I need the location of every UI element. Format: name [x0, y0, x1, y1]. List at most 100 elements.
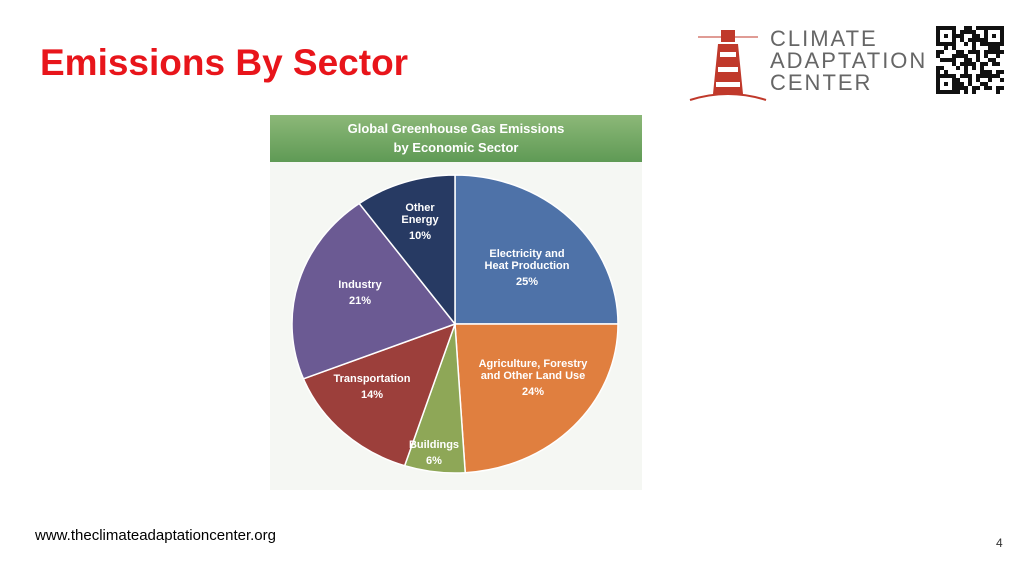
qr-cell [992, 26, 996, 30]
footer-url: www.theclimateadaptationcenter.org [35, 527, 276, 544]
qr-cell [968, 58, 972, 62]
qr-cell [948, 90, 952, 94]
qr-cell [936, 74, 940, 78]
qr-cell [972, 34, 976, 38]
qr-cell [972, 38, 976, 42]
qr-cell [976, 78, 980, 82]
qr-cell [992, 42, 996, 46]
qr-cell [944, 26, 948, 30]
qr-cell [948, 58, 952, 62]
qr-cell [948, 26, 952, 30]
qr-cell [1000, 42, 1004, 46]
qr-cell [960, 54, 964, 58]
qr-cell [952, 78, 956, 82]
qr-cell [988, 78, 992, 82]
value-label: 21% [348, 295, 372, 307]
pie-slice [454, 174, 619, 325]
qr-cell [972, 62, 976, 66]
pie-slice [302, 322, 457, 467]
page-number: 4 [996, 536, 1003, 550]
qr-cell [996, 50, 1000, 54]
qr-cell [984, 54, 988, 58]
qr-cell [960, 38, 964, 42]
qr-cell [1000, 26, 1004, 30]
qr-cell [980, 82, 984, 86]
value-label: 24% [521, 386, 545, 398]
qr-cell [968, 30, 972, 34]
qr-cell [988, 26, 992, 30]
qr-cell [956, 78, 960, 82]
qr-cell [984, 62, 988, 66]
qr-cell [968, 50, 972, 54]
qr-cell [952, 74, 956, 78]
qr-cell [936, 90, 940, 94]
qr-cell [968, 38, 972, 42]
qr-cell [936, 54, 940, 58]
qr-cell [952, 42, 956, 46]
qr-cell [940, 50, 944, 54]
logo-text: CLIMATE [770, 26, 878, 51]
qr-cell [936, 30, 940, 34]
category-label: Industry [338, 279, 382, 291]
qr-cell [984, 74, 988, 78]
qr-cell [984, 50, 988, 54]
qr-cell [976, 34, 980, 38]
qr-cell [936, 82, 940, 86]
qr-cell [972, 66, 976, 70]
qr-cell [964, 90, 968, 94]
qr-cell [992, 46, 996, 50]
qr-cell [976, 26, 980, 30]
slice-label: Industry 21% [338, 279, 381, 307]
qr-cell [964, 86, 968, 90]
qr-cell [992, 34, 996, 38]
qr-cell [984, 82, 988, 86]
qr-cell [956, 54, 960, 58]
slice-label: Other Energy 10% [401, 202, 438, 242]
category-label: Buildings [408, 439, 460, 451]
qr-cell [940, 42, 944, 46]
qr-cell [992, 62, 996, 66]
qr-cell [936, 34, 940, 38]
qr-cell [936, 78, 940, 82]
qr-cell [948, 42, 952, 46]
qr-cell [936, 38, 940, 42]
qr-cell [984, 30, 988, 34]
value-label: 14% [360, 389, 384, 401]
category-label: Electricity and Heat Production [484, 248, 570, 272]
qr-cell [980, 26, 984, 30]
qr-cell [952, 58, 956, 62]
qr-cell [984, 42, 988, 46]
qr-cell [980, 42, 984, 46]
qr-cell [948, 74, 952, 78]
qr-cell [956, 50, 960, 54]
qr-cell [952, 82, 956, 86]
qr-cell [944, 58, 948, 62]
qr-cell [984, 34, 988, 38]
qr-cell [952, 90, 956, 94]
qr-cell [952, 86, 956, 90]
qr-cell [936, 86, 940, 90]
qr-cell [936, 70, 940, 74]
slice-label: Buildings 6% [409, 439, 459, 467]
qr-cell [972, 90, 976, 94]
qr-cell [944, 74, 948, 78]
qr-cell [940, 90, 944, 94]
qr-cell [984, 38, 988, 42]
qr-cell [996, 74, 1000, 78]
qr-cell [980, 38, 984, 42]
qr-cell [984, 26, 988, 30]
qr-cell [988, 50, 992, 54]
qr-cell [952, 62, 956, 66]
qr-cell [980, 70, 984, 74]
qr-cell [944, 70, 948, 74]
qr-cell [996, 86, 1000, 90]
qr-cell [1000, 38, 1004, 42]
qr-cell [976, 74, 980, 78]
qr-cell [964, 58, 968, 62]
qr-cell [980, 74, 984, 78]
logo-text: CENTER [770, 70, 873, 95]
chart-title: Global Greenhouse Gas Emissions by Econo… [270, 115, 642, 162]
qr-cell [988, 86, 992, 90]
qr-cell [1000, 78, 1004, 82]
